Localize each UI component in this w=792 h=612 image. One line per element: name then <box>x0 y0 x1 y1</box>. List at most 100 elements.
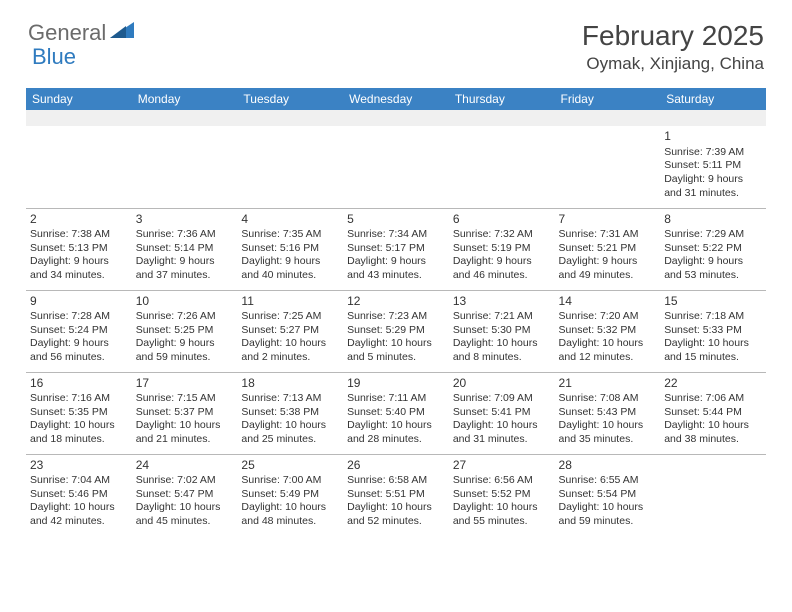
daylight-line: Daylight: 10 hours and 28 minutes. <box>347 419 445 446</box>
sunrise-line: Sunrise: 7:34 AM <box>347 228 445 242</box>
day-number: 18 <box>241 376 339 392</box>
empty-cell <box>449 126 555 208</box>
sunset-line: Sunset: 5:44 PM <box>664 406 762 420</box>
sunset-line: Sunset: 5:25 PM <box>136 324 234 338</box>
day-number: 24 <box>136 458 234 474</box>
empty-cell <box>555 126 661 208</box>
sunrise-line: Sunrise: 6:56 AM <box>453 474 551 488</box>
sunrise-line: Sunrise: 7:20 AM <box>559 310 657 324</box>
day-number: 13 <box>453 294 551 310</box>
sunset-line: Sunset: 5:38 PM <box>241 406 339 420</box>
header: General February 2025 Oymak, Xinjiang, C… <box>0 0 792 82</box>
day-number: 10 <box>136 294 234 310</box>
daylight-line: Daylight: 10 hours and 52 minutes. <box>347 501 445 528</box>
day-cell: 25Sunrise: 7:00 AMSunset: 5:49 PMDayligh… <box>237 454 343 536</box>
day-cell: 2Sunrise: 7:38 AMSunset: 5:13 PMDaylight… <box>26 208 132 290</box>
weekday-header: Monday <box>132 88 238 110</box>
day-cell: 3Sunrise: 7:36 AMSunset: 5:14 PMDaylight… <box>132 208 238 290</box>
sunset-line: Sunset: 5:43 PM <box>559 406 657 420</box>
blank-cell <box>132 110 238 126</box>
daylight-line: Daylight: 9 hours and 37 minutes. <box>136 255 234 282</box>
sunset-line: Sunset: 5:41 PM <box>453 406 551 420</box>
empty-cell <box>343 126 449 208</box>
daylight-line: Daylight: 10 hours and 2 minutes. <box>241 337 339 364</box>
daylight-line: Daylight: 10 hours and 42 minutes. <box>30 501 128 528</box>
sunset-line: Sunset: 5:19 PM <box>453 242 551 256</box>
day-cell: 21Sunrise: 7:08 AMSunset: 5:43 PMDayligh… <box>555 372 661 454</box>
day-number: 22 <box>664 376 762 392</box>
weekday-header: Saturday <box>660 88 766 110</box>
sunrise-line: Sunrise: 7:16 AM <box>30 392 128 406</box>
sunset-line: Sunset: 5:14 PM <box>136 242 234 256</box>
sunrise-line: Sunrise: 7:31 AM <box>559 228 657 242</box>
sunset-line: Sunset: 5:40 PM <box>347 406 445 420</box>
day-number: 9 <box>30 294 128 310</box>
day-number: 26 <box>347 458 445 474</box>
daylight-line: Daylight: 9 hours and 59 minutes. <box>136 337 234 364</box>
daylight-line: Daylight: 10 hours and 8 minutes. <box>453 337 551 364</box>
daylight-line: Daylight: 9 hours and 49 minutes. <box>559 255 657 282</box>
sunrise-line: Sunrise: 7:00 AM <box>241 474 339 488</box>
sunset-line: Sunset: 5:16 PM <box>241 242 339 256</box>
logo-text-blue: Blue <box>32 44 76 70</box>
daylight-line: Daylight: 10 hours and 48 minutes. <box>241 501 339 528</box>
sunrise-line: Sunrise: 7:15 AM <box>136 392 234 406</box>
empty-cell <box>132 126 238 208</box>
day-number: 11 <box>241 294 339 310</box>
logo-shape-icon <box>110 20 136 46</box>
sunset-line: Sunset: 5:21 PM <box>559 242 657 256</box>
sunrise-line: Sunrise: 7:08 AM <box>559 392 657 406</box>
sunset-line: Sunset: 5:24 PM <box>30 324 128 338</box>
sunset-line: Sunset: 5:33 PM <box>664 324 762 338</box>
day-number: 15 <box>664 294 762 310</box>
day-number: 4 <box>241 212 339 228</box>
day-number: 28 <box>559 458 657 474</box>
daylight-line: Daylight: 10 hours and 21 minutes. <box>136 419 234 446</box>
day-cell: 27Sunrise: 6:56 AMSunset: 5:52 PMDayligh… <box>449 454 555 536</box>
sunset-line: Sunset: 5:46 PM <box>30 488 128 502</box>
daylight-line: Daylight: 9 hours and 43 minutes. <box>347 255 445 282</box>
daylight-line: Daylight: 10 hours and 45 minutes. <box>136 501 234 528</box>
blank-cell <box>555 110 661 126</box>
day-cell: 13Sunrise: 7:21 AMSunset: 5:30 PMDayligh… <box>449 290 555 372</box>
day-number: 14 <box>559 294 657 310</box>
day-cell: 11Sunrise: 7:25 AMSunset: 5:27 PMDayligh… <box>237 290 343 372</box>
daylight-line: Daylight: 9 hours and 46 minutes. <box>453 255 551 282</box>
day-number: 6 <box>453 212 551 228</box>
daylight-line: Daylight: 10 hours and 59 minutes. <box>559 501 657 528</box>
day-cell: 28Sunrise: 6:55 AMSunset: 5:54 PMDayligh… <box>555 454 661 536</box>
sunset-line: Sunset: 5:11 PM <box>664 159 762 173</box>
day-number: 1 <box>664 129 762 145</box>
sunset-line: Sunset: 5:35 PM <box>30 406 128 420</box>
blank-cell <box>237 110 343 126</box>
sunset-line: Sunset: 5:51 PM <box>347 488 445 502</box>
sunrise-line: Sunrise: 7:18 AM <box>664 310 762 324</box>
sunrise-line: Sunrise: 7:36 AM <box>136 228 234 242</box>
day-number: 2 <box>30 212 128 228</box>
day-cell: 24Sunrise: 7:02 AMSunset: 5:47 PMDayligh… <box>132 454 238 536</box>
day-number: 3 <box>136 212 234 228</box>
day-number: 19 <box>347 376 445 392</box>
sunrise-line: Sunrise: 7:11 AM <box>347 392 445 406</box>
sunset-line: Sunset: 5:47 PM <box>136 488 234 502</box>
sunrise-line: Sunrise: 7:39 AM <box>664 146 762 160</box>
calendar-body: 1Sunrise: 7:39 AMSunset: 5:11 PM Daylight… <box>26 110 766 536</box>
daylight-line: Daylight: 10 hours and 55 minutes. <box>453 501 551 528</box>
daylight-line: Daylight: 9 hours and 40 minutes. <box>241 255 339 282</box>
location: Oymak, Xinjiang, China <box>582 54 764 74</box>
month-title: February 2025 <box>582 20 764 52</box>
day-cell: 23Sunrise: 7:04 AMSunset: 5:46 PMDayligh… <box>26 454 132 536</box>
weekday-header: Tuesday <box>237 88 343 110</box>
sunrise-line: Sunrise: 7:02 AM <box>136 474 234 488</box>
day-cell: 17Sunrise: 7:15 AMSunset: 5:37 PMDayligh… <box>132 372 238 454</box>
day-number: 23 <box>30 458 128 474</box>
day-number: 25 <box>241 458 339 474</box>
daylight-line: Daylight: 10 hours and 35 minutes. <box>559 419 657 446</box>
day-cell: 14Sunrise: 7:20 AMSunset: 5:32 PMDayligh… <box>555 290 661 372</box>
day-cell: 1Sunrise: 7:39 AMSunset: 5:11 PMDaylight… <box>660 126 766 208</box>
weekday-header: Wednesday <box>343 88 449 110</box>
daylight-line: Daylight: 9 hours and 56 minutes. <box>30 337 128 364</box>
sunset-line: Sunset: 5:22 PM <box>664 242 762 256</box>
sunset-line: Sunset: 5:29 PM <box>347 324 445 338</box>
sunset-line: Sunset: 5:37 PM <box>136 406 234 420</box>
